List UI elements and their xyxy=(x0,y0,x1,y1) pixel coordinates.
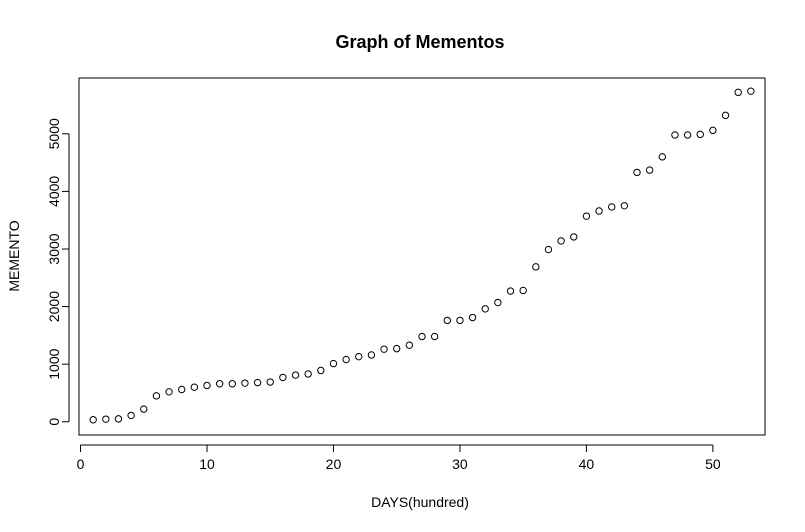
data-point xyxy=(89,416,97,424)
y-tick-label: 5000 xyxy=(46,118,62,149)
data-point xyxy=(317,366,325,375)
data-point xyxy=(329,359,338,368)
chart-title: Graph of Mementos xyxy=(335,32,504,52)
x-tick-label: 30 xyxy=(452,456,468,472)
data-point xyxy=(228,380,236,388)
data-point xyxy=(494,298,502,307)
data-point xyxy=(645,166,654,174)
data-point xyxy=(114,415,123,423)
x-tick-label: 20 xyxy=(326,456,342,472)
data-point xyxy=(683,131,692,139)
y-axis: 0 1000 2000 3000 4000 5000 xyxy=(46,118,70,426)
data-point xyxy=(734,88,742,97)
data-point xyxy=(544,245,553,254)
data-point xyxy=(658,153,667,161)
data-point xyxy=(177,385,186,394)
data-point xyxy=(595,207,603,215)
x-axis: 0 10 20 30 40 50 xyxy=(77,444,721,472)
data-point xyxy=(747,87,755,95)
data-point xyxy=(393,344,401,353)
data-point xyxy=(696,130,704,139)
data-point xyxy=(355,352,363,361)
data-point xyxy=(279,373,287,382)
y-axis-label: MEMENTO xyxy=(6,220,22,291)
data-point xyxy=(165,388,173,396)
y-tick-label: 4000 xyxy=(46,176,62,207)
data-point xyxy=(519,286,527,295)
data-point xyxy=(140,405,148,413)
data-point xyxy=(405,341,414,349)
data-point xyxy=(620,202,629,210)
data-point xyxy=(633,168,641,177)
x-tick-label: 50 xyxy=(705,456,721,472)
data-point xyxy=(430,332,439,341)
data-point xyxy=(481,305,489,313)
y-tick-label: 3000 xyxy=(46,233,62,264)
data-point xyxy=(443,316,451,325)
data-point xyxy=(380,345,388,353)
data-point xyxy=(291,371,300,379)
data-point xyxy=(671,131,679,139)
data-point xyxy=(266,378,274,386)
plot-area-border xyxy=(78,77,766,436)
data-point xyxy=(190,383,199,391)
data-point xyxy=(215,380,224,388)
data-point xyxy=(557,237,565,245)
data-point xyxy=(608,203,616,211)
data-point xyxy=(506,287,515,295)
data-point xyxy=(532,263,540,271)
data-point xyxy=(721,111,730,120)
data-point xyxy=(241,379,249,387)
data-point xyxy=(253,378,262,387)
data-point xyxy=(367,351,376,359)
y-tick-label: 0 xyxy=(46,418,62,426)
data-points xyxy=(89,87,755,424)
data-point xyxy=(127,411,135,420)
data-point xyxy=(418,332,426,341)
y-tick-label: 1000 xyxy=(46,348,62,379)
data-point xyxy=(570,233,578,241)
data-point xyxy=(468,313,477,322)
data-point xyxy=(342,355,350,364)
data-point xyxy=(709,126,717,135)
x-tick-label: 0 xyxy=(77,456,85,472)
data-point xyxy=(102,415,110,423)
data-point xyxy=(152,392,161,400)
x-tick-label: 40 xyxy=(579,456,595,472)
data-point xyxy=(203,381,211,390)
x-axis-label: DAYS(hundred) xyxy=(371,494,469,510)
y-tick-label: 2000 xyxy=(46,291,62,322)
data-point xyxy=(304,370,312,378)
data-point xyxy=(456,316,464,325)
data-point xyxy=(582,212,591,220)
x-tick-label: 10 xyxy=(199,456,215,472)
